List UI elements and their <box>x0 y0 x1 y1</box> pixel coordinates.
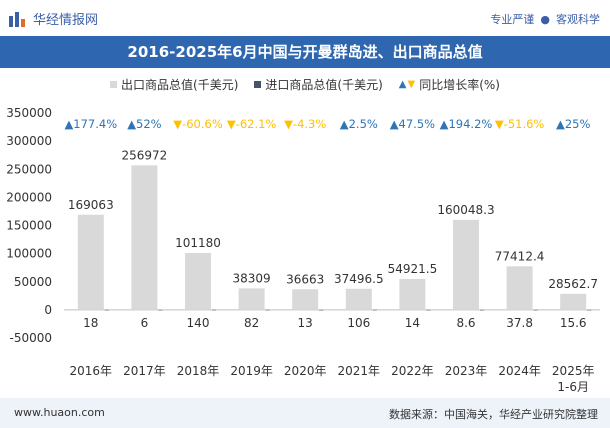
export-bar <box>560 293 587 310</box>
top-bar: 华经情报网 专业严谨 ● 客观科学 <box>0 0 610 36</box>
legend: 出口商品总值(千美元) 进口商品总值(千美元) ▲ ▼ 同比增长率(%) <box>0 74 610 94</box>
x-category-label: 2016年 <box>70 364 113 378</box>
chart-canvas: 350000 300000 250000 200000 150000 100000 5000… <box>6 106 600 394</box>
growth-rate-label: ▼-60.6% <box>173 117 223 131</box>
y-tick-label: 50000 <box>14 275 52 289</box>
brand-name: 华经情报网 <box>33 13 99 28</box>
export-value-label: 54921.5 <box>388 262 438 276</box>
slogan-2: 客观科学 <box>556 13 600 26</box>
x-category-label: 2022年 <box>391 364 434 378</box>
export-value-label: 38309 <box>233 271 271 285</box>
legend-import-swatch <box>254 80 262 88</box>
x-category-label: 2020年 <box>284 364 327 378</box>
import-value-label: 8.6 <box>456 316 475 330</box>
export-value-label: 160048.3 <box>437 203 494 217</box>
slogan: 专业严谨 ● 客观科学 <box>490 11 600 27</box>
import-value-label: 82 <box>244 316 259 330</box>
y-tick-label: 100000 <box>6 247 52 261</box>
export-bar <box>238 288 265 310</box>
y-tick-label: 150000 <box>6 219 52 233</box>
growth-rate-label: ▼-4.3% <box>284 117 326 131</box>
import-value-label: 14 <box>405 316 420 330</box>
growth-rate-label: ▼-51.6% <box>495 117 545 131</box>
huajing-logo-icon <box>9 11 25 27</box>
growth-rate-label: ▲177.4% <box>64 117 117 131</box>
import-value-label: 106 <box>347 316 370 330</box>
y-tick-label: 300000 <box>6 134 52 148</box>
import-value-label: 18 <box>83 316 98 330</box>
import-value-label: 37.8 <box>506 316 533 330</box>
export-value-label: 77412.4 <box>495 249 545 263</box>
export-value-label: 101180 <box>175 236 221 250</box>
x-category-label: 1-6月 <box>557 380 589 394</box>
legend-growth[interactable]: ▲ ▼ 同比增长率(%) <box>399 76 500 93</box>
export-bar <box>131 165 158 310</box>
x-category-label: 2024年 <box>498 364 541 378</box>
legend-growth-up-icon: ▲ <box>398 78 407 90</box>
export-value-label: 36663 <box>286 272 324 286</box>
x-category-label: 2018年 <box>177 364 220 378</box>
export-bar <box>185 252 211 310</box>
slogan-separator: ● <box>540 13 550 26</box>
title-bar <box>0 36 610 68</box>
import-bar <box>480 309 484 311</box>
growth-rate-label: ▼-62.1% <box>227 117 277 131</box>
x-category-label: 2017年 <box>123 364 166 378</box>
footer-site[interactable]: www.huaon.com <box>14 406 105 419</box>
x-category-label: 2025年 <box>552 364 595 378</box>
import-bar <box>533 309 538 311</box>
legend-growth-down-icon: ▼ <box>407 78 416 90</box>
import-value-label: 140 <box>187 316 210 330</box>
import-bar <box>587 309 592 311</box>
growth-rate-label: ▲194.2% <box>440 117 493 131</box>
import-value-label: 13 <box>298 316 313 330</box>
y-tick-label: 250000 <box>6 162 52 176</box>
import-bar <box>265 309 270 311</box>
export-value-label: 169063 <box>68 198 114 212</box>
footer-source: 数据来源：中国海关，华经产业研究院整理 <box>389 408 598 421</box>
x-category-label: 2021年 <box>338 364 381 378</box>
export-bar <box>506 266 533 310</box>
y-tick-label: 350000 <box>6 106 52 120</box>
growth-rate-label: ▲47.5% <box>390 117 435 131</box>
brand[interactable]: 华经情报网 <box>8 9 98 28</box>
legend-export-label: 出口商品总值(千美元) <box>121 77 239 92</box>
legend-import-label: 进口商品总值(千美元) <box>265 77 383 92</box>
x-category-label: 2019年 <box>230 364 273 378</box>
growth-rate-label: ▲25% <box>556 117 590 131</box>
export-bar <box>292 289 319 310</box>
export-value-label: 256972 <box>121 148 167 162</box>
export-bar <box>453 219 479 310</box>
chart-title: 2016-2025年6月中国与开曼群岛进、出口商品总值 <box>127 43 483 61</box>
import-bar <box>158 309 163 311</box>
growth-rate-label: ▲2.5% <box>340 117 378 131</box>
import-value-label: 15.6 <box>560 316 587 330</box>
y-tick-label: 200000 <box>6 190 52 204</box>
x-category-label: 2023年 <box>445 364 488 378</box>
import-bar <box>319 309 324 311</box>
export-bar <box>77 214 104 310</box>
legend-import[interactable]: 进口商品总值(千美元) <box>254 76 383 93</box>
legend-export-swatch <box>110 80 118 88</box>
y-tick-label: 0 <box>44 303 52 317</box>
import-value-label: 6 <box>141 316 149 330</box>
legend-export[interactable]: 出口商品总值(千美元) <box>110 76 238 93</box>
export-bar <box>345 288 372 310</box>
export-value-label: 37496.5 <box>334 272 384 286</box>
import-bar <box>372 309 377 311</box>
export-bar <box>399 278 426 310</box>
import-bar <box>104 309 109 311</box>
export-value-label: 28562.7 <box>548 277 598 291</box>
slogan-1: 专业严谨 <box>490 13 535 26</box>
legend-growth-label: 同比增长率(%) <box>419 77 500 92</box>
import-bar <box>212 309 216 311</box>
growth-rate-label: ▲52% <box>127 117 161 131</box>
import-bar <box>426 309 431 311</box>
y-tick-label: -50000 <box>9 331 52 345</box>
footer <box>0 398 610 428</box>
